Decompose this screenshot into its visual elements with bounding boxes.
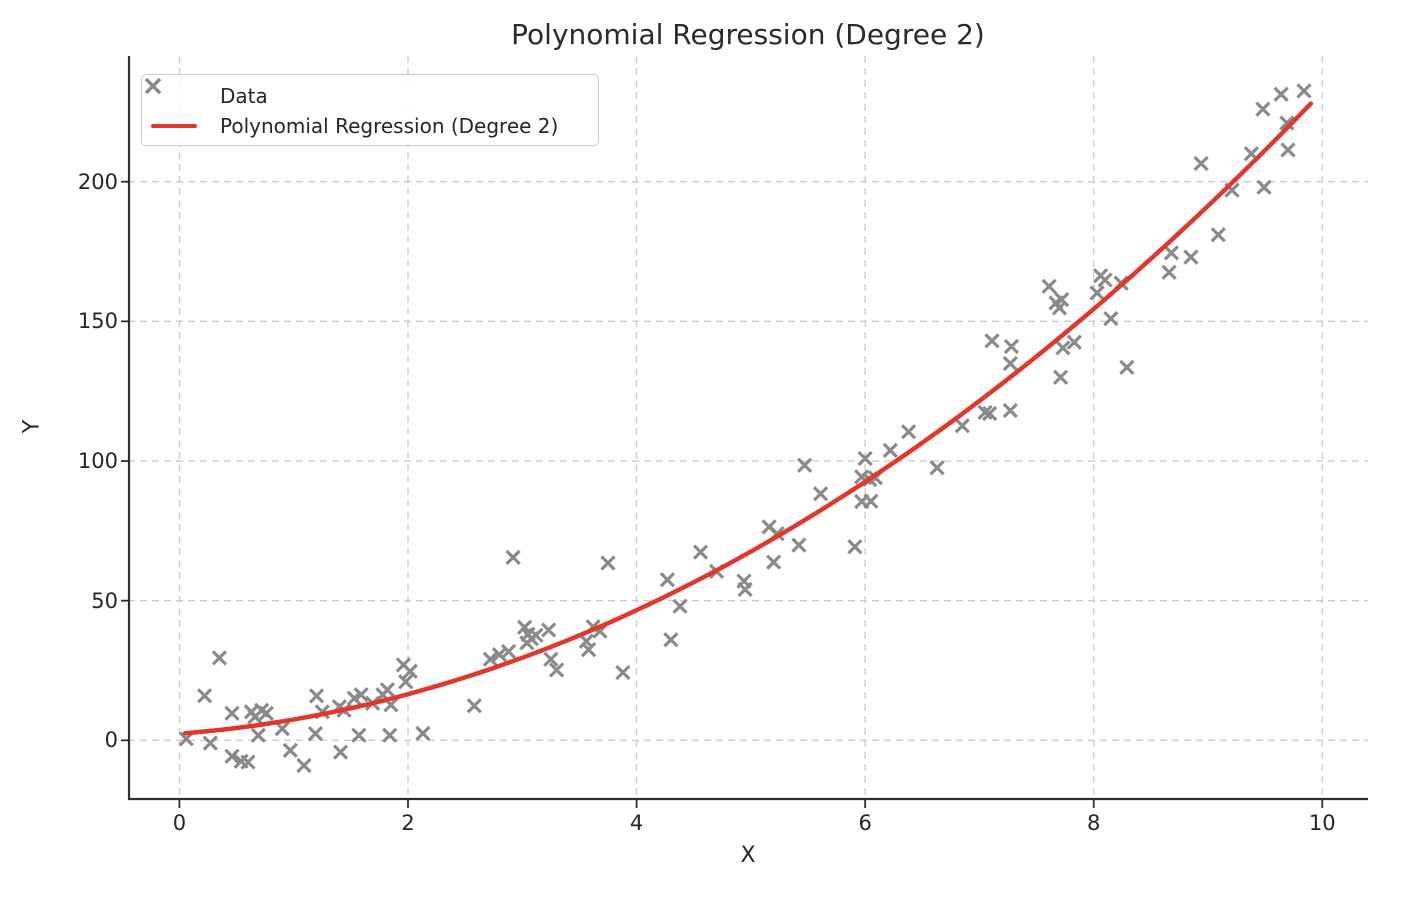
x-tick-label: 4 bbox=[629, 811, 644, 835]
line-swatch-icon bbox=[150, 123, 198, 129]
legend-label-data: Data bbox=[220, 84, 268, 108]
y-axis-label: Y bbox=[19, 419, 45, 434]
x-tick-label: 2 bbox=[401, 811, 415, 835]
regression-curve bbox=[182, 101, 1314, 736]
x-tick-label: 8 bbox=[1087, 811, 1101, 835]
legend-item-regression: Polynomial Regression (Degree 2) bbox=[150, 111, 598, 141]
x-tick-label: 6 bbox=[858, 811, 872, 835]
y-tick-label: 150 bbox=[77, 309, 118, 334]
y-tick-label: 50 bbox=[91, 588, 118, 613]
scatter-data-markers bbox=[178, 83, 1312, 774]
x-tick-label: 0 bbox=[172, 811, 187, 835]
y-tick-label: 200 bbox=[77, 169, 118, 194]
y-tick-label: 100 bbox=[77, 449, 118, 474]
legend: Data Polynomial Regression (Degree 2) bbox=[141, 74, 599, 146]
legend-label-regression: Polynomial Regression (Degree 2) bbox=[220, 114, 559, 138]
legend-item-data: Data bbox=[144, 77, 598, 111]
x-axis-label: X bbox=[740, 843, 756, 868]
y-tick-label: 0 bbox=[104, 728, 118, 753]
x-tick-label: 10 bbox=[1308, 811, 1336, 835]
chart-title: Polynomial Regression (Degree 2) bbox=[511, 18, 985, 51]
